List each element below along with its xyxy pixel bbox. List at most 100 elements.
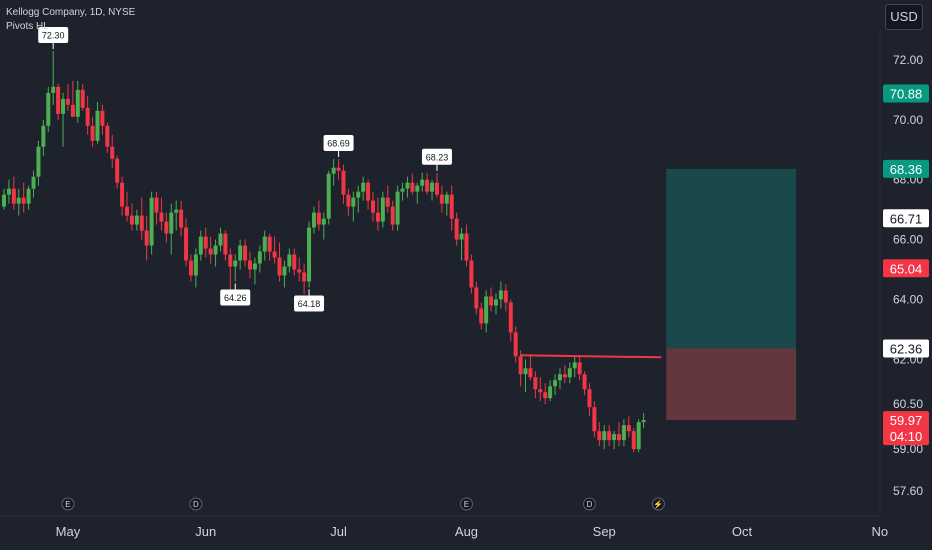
candle-body	[139, 215, 144, 231]
candle-body	[238, 245, 243, 261]
candle-body	[587, 389, 592, 408]
candle	[326, 170, 331, 225]
price-tag-value: 66.71	[890, 211, 923, 226]
candle	[149, 191, 154, 255]
candle-body	[503, 290, 508, 303]
event-markers[interactable]: E D E D ⚡	[61, 497, 665, 511]
profit-zone[interactable]	[666, 168, 797, 349]
candle-body	[464, 233, 469, 261]
indicator-label[interactable]: Pivots HL	[6, 21, 49, 32]
candle	[238, 239, 243, 270]
currency-button[interactable]: USD	[885, 4, 923, 30]
candle-body	[120, 182, 125, 207]
candle-body	[439, 194, 444, 204]
candle	[243, 239, 248, 267]
candle	[272, 236, 277, 264]
candle	[41, 119, 46, 156]
bar-countdown: 04:10	[890, 429, 923, 444]
candle	[410, 173, 415, 195]
candle-body	[346, 194, 351, 207]
candle-body	[425, 179, 430, 192]
candle-body	[248, 260, 252, 270]
dividend-marker[interactable]: D	[189, 497, 203, 511]
candle	[331, 159, 336, 186]
candle-body	[326, 173, 331, 219]
candle	[557, 368, 562, 390]
price-axis[interactable]: 72.0070.0068.0066.0064.0062.0060.5059.00…	[893, 53, 923, 498]
resistance-line[interactable]	[520, 354, 662, 359]
position-zone[interactable]	[666, 168, 797, 421]
candle-body	[430, 182, 435, 192]
svg-text:D: D	[193, 500, 199, 509]
candle	[159, 197, 164, 231]
candle-body	[307, 227, 312, 282]
candle	[228, 248, 233, 292]
candle-body	[65, 98, 70, 105]
pivot-low-label: 64.26	[220, 283, 251, 306]
candle	[612, 431, 617, 450]
candle	[567, 362, 572, 384]
resistance-line-stroke[interactable]	[520, 354, 662, 359]
candle-body	[459, 233, 464, 240]
earnings-marker[interactable]: E	[459, 497, 473, 511]
candle-body	[287, 254, 292, 267]
price-tag-value: 70.88	[890, 86, 923, 101]
pivot-value: 68.23	[426, 152, 449, 162]
candle	[307, 221, 312, 288]
month-label: Sep	[593, 524, 616, 539]
candle-body	[538, 389, 543, 393]
candle-body	[16, 197, 21, 204]
candle-body	[390, 206, 395, 225]
candle-body	[321, 218, 326, 225]
candle-body	[602, 431, 607, 441]
candle	[607, 425, 612, 447]
pivot-low-label: 64.18	[294, 289, 325, 312]
candle-body	[577, 362, 582, 375]
split-marker[interactable]: ⚡	[651, 497, 665, 511]
candle-body	[612, 434, 617, 441]
candle-body	[297, 269, 302, 273]
candle-body	[351, 197, 356, 207]
candle-body	[193, 254, 198, 276]
candle	[371, 191, 375, 222]
candle-body	[174, 209, 179, 213]
candle	[164, 212, 169, 243]
candle-body	[36, 146, 41, 177]
candle	[105, 122, 110, 153]
candle-body	[2, 194, 6, 207]
candle	[626, 416, 631, 438]
candle-body	[208, 248, 213, 255]
svg-text:⚡: ⚡	[653, 499, 663, 509]
candle	[425, 172, 430, 195]
loss-zone[interactable]	[666, 348, 797, 421]
candle-body	[203, 236, 208, 249]
month-label: Oct	[732, 524, 753, 539]
price-tag: 66.71	[883, 209, 929, 228]
time-axis[interactable]: May Jun Jul Aug Sep Oct No	[56, 524, 888, 539]
price-tag-value: 68.36	[890, 162, 923, 177]
candle-body	[70, 104, 75, 117]
candles	[2, 50, 646, 453]
candle	[11, 176, 16, 210]
candle	[95, 101, 100, 144]
candle	[287, 248, 292, 273]
candle-body	[454, 218, 459, 240]
price-tick-label: 66.00	[893, 233, 923, 247]
candle-body	[316, 212, 321, 225]
candle-body	[292, 254, 297, 270]
candle-body	[385, 197, 390, 207]
price-tick-label: 60.50	[893, 397, 923, 411]
candle	[208, 236, 213, 264]
candle-body	[11, 188, 16, 204]
dividend-marker[interactable]: D	[582, 497, 596, 511]
candle	[503, 284, 508, 312]
candle-body	[434, 182, 439, 195]
earnings-marker[interactable]: E	[61, 497, 75, 511]
candle-body	[582, 374, 587, 390]
price-tick-label: 72.00	[893, 53, 923, 67]
candle-body	[420, 179, 425, 186]
price-tag: 65.04	[883, 259, 929, 278]
